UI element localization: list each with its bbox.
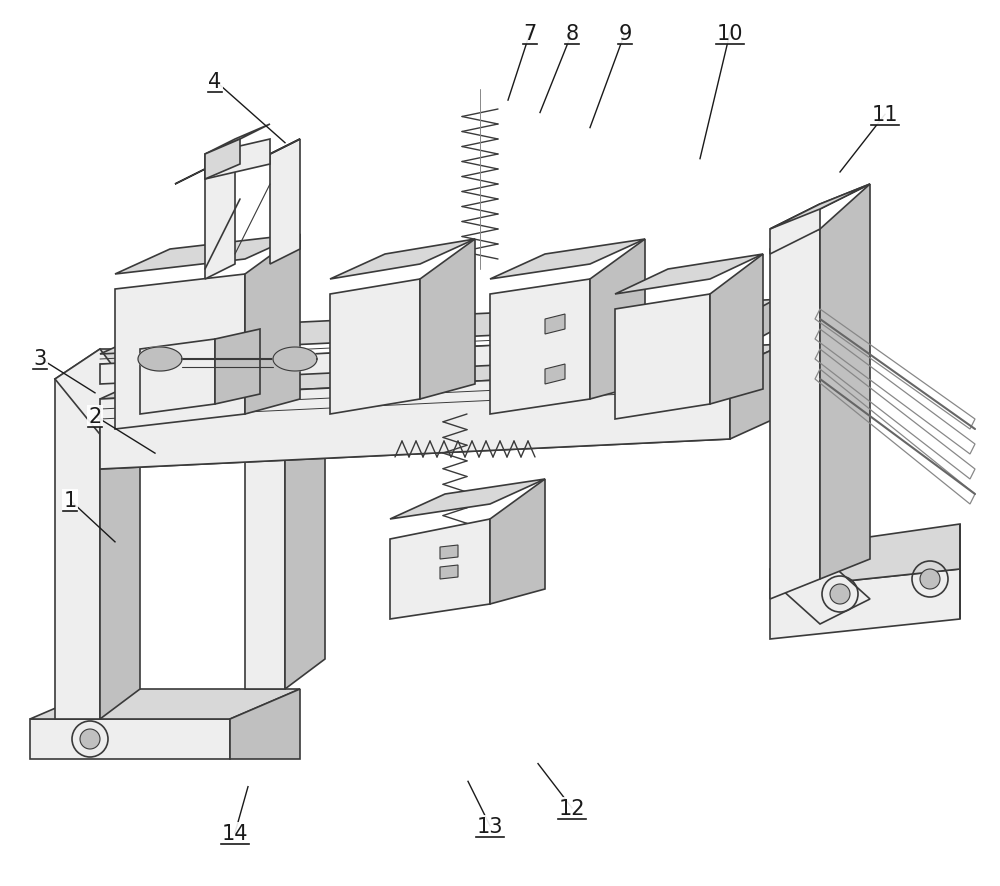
Text: 7: 7 bbox=[523, 24, 537, 43]
Polygon shape bbox=[175, 155, 235, 185]
Text: 2: 2 bbox=[88, 407, 102, 426]
Polygon shape bbox=[330, 240, 475, 280]
Polygon shape bbox=[115, 235, 300, 275]
Polygon shape bbox=[330, 280, 420, 415]
Polygon shape bbox=[205, 140, 240, 180]
Polygon shape bbox=[230, 689, 300, 759]
Polygon shape bbox=[100, 335, 730, 385]
Polygon shape bbox=[390, 479, 545, 519]
Polygon shape bbox=[490, 240, 645, 280]
Polygon shape bbox=[55, 350, 160, 460]
Polygon shape bbox=[545, 315, 565, 335]
Polygon shape bbox=[420, 240, 475, 400]
Polygon shape bbox=[215, 330, 260, 405]
Text: 1: 1 bbox=[63, 491, 77, 510]
Polygon shape bbox=[30, 689, 300, 719]
Polygon shape bbox=[545, 364, 565, 385]
Text: 14: 14 bbox=[222, 823, 248, 843]
Polygon shape bbox=[100, 400, 730, 439]
Polygon shape bbox=[285, 360, 325, 689]
Polygon shape bbox=[100, 345, 785, 400]
Polygon shape bbox=[55, 379, 100, 719]
Polygon shape bbox=[245, 360, 325, 390]
Polygon shape bbox=[770, 555, 870, 625]
Text: 4: 4 bbox=[208, 72, 222, 91]
Polygon shape bbox=[770, 525, 960, 589]
Text: 10: 10 bbox=[717, 24, 743, 43]
Text: 8: 8 bbox=[565, 24, 579, 43]
Polygon shape bbox=[30, 719, 230, 759]
Polygon shape bbox=[490, 280, 590, 415]
Polygon shape bbox=[240, 140, 300, 170]
Polygon shape bbox=[710, 254, 763, 405]
Polygon shape bbox=[615, 295, 710, 420]
Polygon shape bbox=[100, 299, 785, 354]
Polygon shape bbox=[205, 155, 235, 280]
Polygon shape bbox=[55, 350, 140, 379]
Polygon shape bbox=[205, 125, 270, 155]
Polygon shape bbox=[115, 275, 245, 430]
Polygon shape bbox=[100, 350, 140, 719]
Polygon shape bbox=[140, 339, 215, 415]
Polygon shape bbox=[390, 519, 490, 619]
Polygon shape bbox=[770, 205, 820, 254]
Polygon shape bbox=[440, 546, 458, 559]
Polygon shape bbox=[770, 570, 960, 640]
Polygon shape bbox=[730, 295, 785, 354]
Polygon shape bbox=[273, 347, 317, 371]
Polygon shape bbox=[245, 390, 285, 689]
Polygon shape bbox=[245, 235, 300, 415]
Polygon shape bbox=[100, 369, 730, 470]
Text: 9: 9 bbox=[618, 24, 632, 43]
Text: 13: 13 bbox=[477, 816, 503, 835]
Polygon shape bbox=[730, 345, 785, 439]
Polygon shape bbox=[138, 347, 182, 371]
Text: 3: 3 bbox=[33, 349, 47, 369]
Polygon shape bbox=[770, 185, 870, 229]
Polygon shape bbox=[205, 140, 270, 180]
Polygon shape bbox=[440, 565, 458, 579]
Polygon shape bbox=[270, 140, 300, 265]
Circle shape bbox=[80, 729, 100, 750]
Circle shape bbox=[920, 570, 940, 589]
Circle shape bbox=[830, 585, 850, 604]
Text: 11: 11 bbox=[872, 105, 898, 125]
Polygon shape bbox=[820, 185, 870, 579]
Polygon shape bbox=[490, 479, 545, 604]
Text: 12: 12 bbox=[559, 798, 585, 818]
Polygon shape bbox=[100, 409, 730, 470]
Polygon shape bbox=[590, 240, 645, 400]
Polygon shape bbox=[615, 254, 763, 295]
Polygon shape bbox=[770, 229, 820, 599]
Polygon shape bbox=[770, 185, 870, 229]
